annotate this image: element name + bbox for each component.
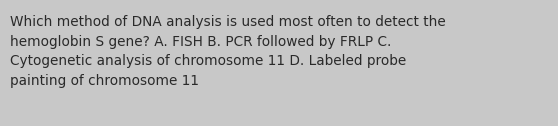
- Text: Which method of DNA analysis is used most often to detect the
hemoglobin S gene?: Which method of DNA analysis is used mos…: [10, 15, 446, 88]
